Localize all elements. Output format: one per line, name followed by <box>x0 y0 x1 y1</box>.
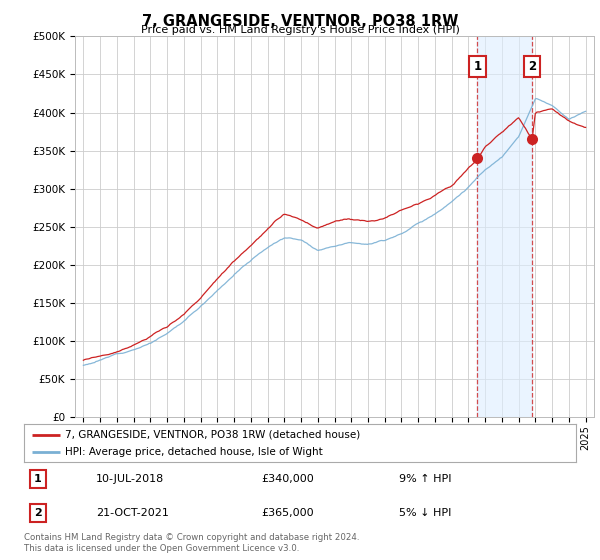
Text: 1: 1 <box>34 474 41 484</box>
Text: 9% ↑ HPI: 9% ↑ HPI <box>400 474 452 484</box>
Text: 7, GRANGESIDE, VENTNOR, PO38 1RW (detached house): 7, GRANGESIDE, VENTNOR, PO38 1RW (detach… <box>65 430 361 440</box>
Text: 1: 1 <box>473 60 481 73</box>
Text: £365,000: £365,000 <box>262 508 314 518</box>
Text: 2: 2 <box>528 60 536 73</box>
Text: Price paid vs. HM Land Registry's House Price Index (HPI): Price paid vs. HM Land Registry's House … <box>140 25 460 35</box>
Text: £340,000: £340,000 <box>262 474 314 484</box>
Text: 5% ↓ HPI: 5% ↓ HPI <box>400 508 452 518</box>
Text: HPI: Average price, detached house, Isle of Wight: HPI: Average price, detached house, Isle… <box>65 447 323 458</box>
Text: Contains HM Land Registry data © Crown copyright and database right 2024.
This d: Contains HM Land Registry data © Crown c… <box>24 533 359 553</box>
Text: 7, GRANGESIDE, VENTNOR, PO38 1RW: 7, GRANGESIDE, VENTNOR, PO38 1RW <box>142 14 458 29</box>
Text: 21-OCT-2021: 21-OCT-2021 <box>96 508 169 518</box>
Text: 2: 2 <box>34 508 41 518</box>
Text: 10-JUL-2018: 10-JUL-2018 <box>96 474 164 484</box>
Bar <box>478 36 532 417</box>
